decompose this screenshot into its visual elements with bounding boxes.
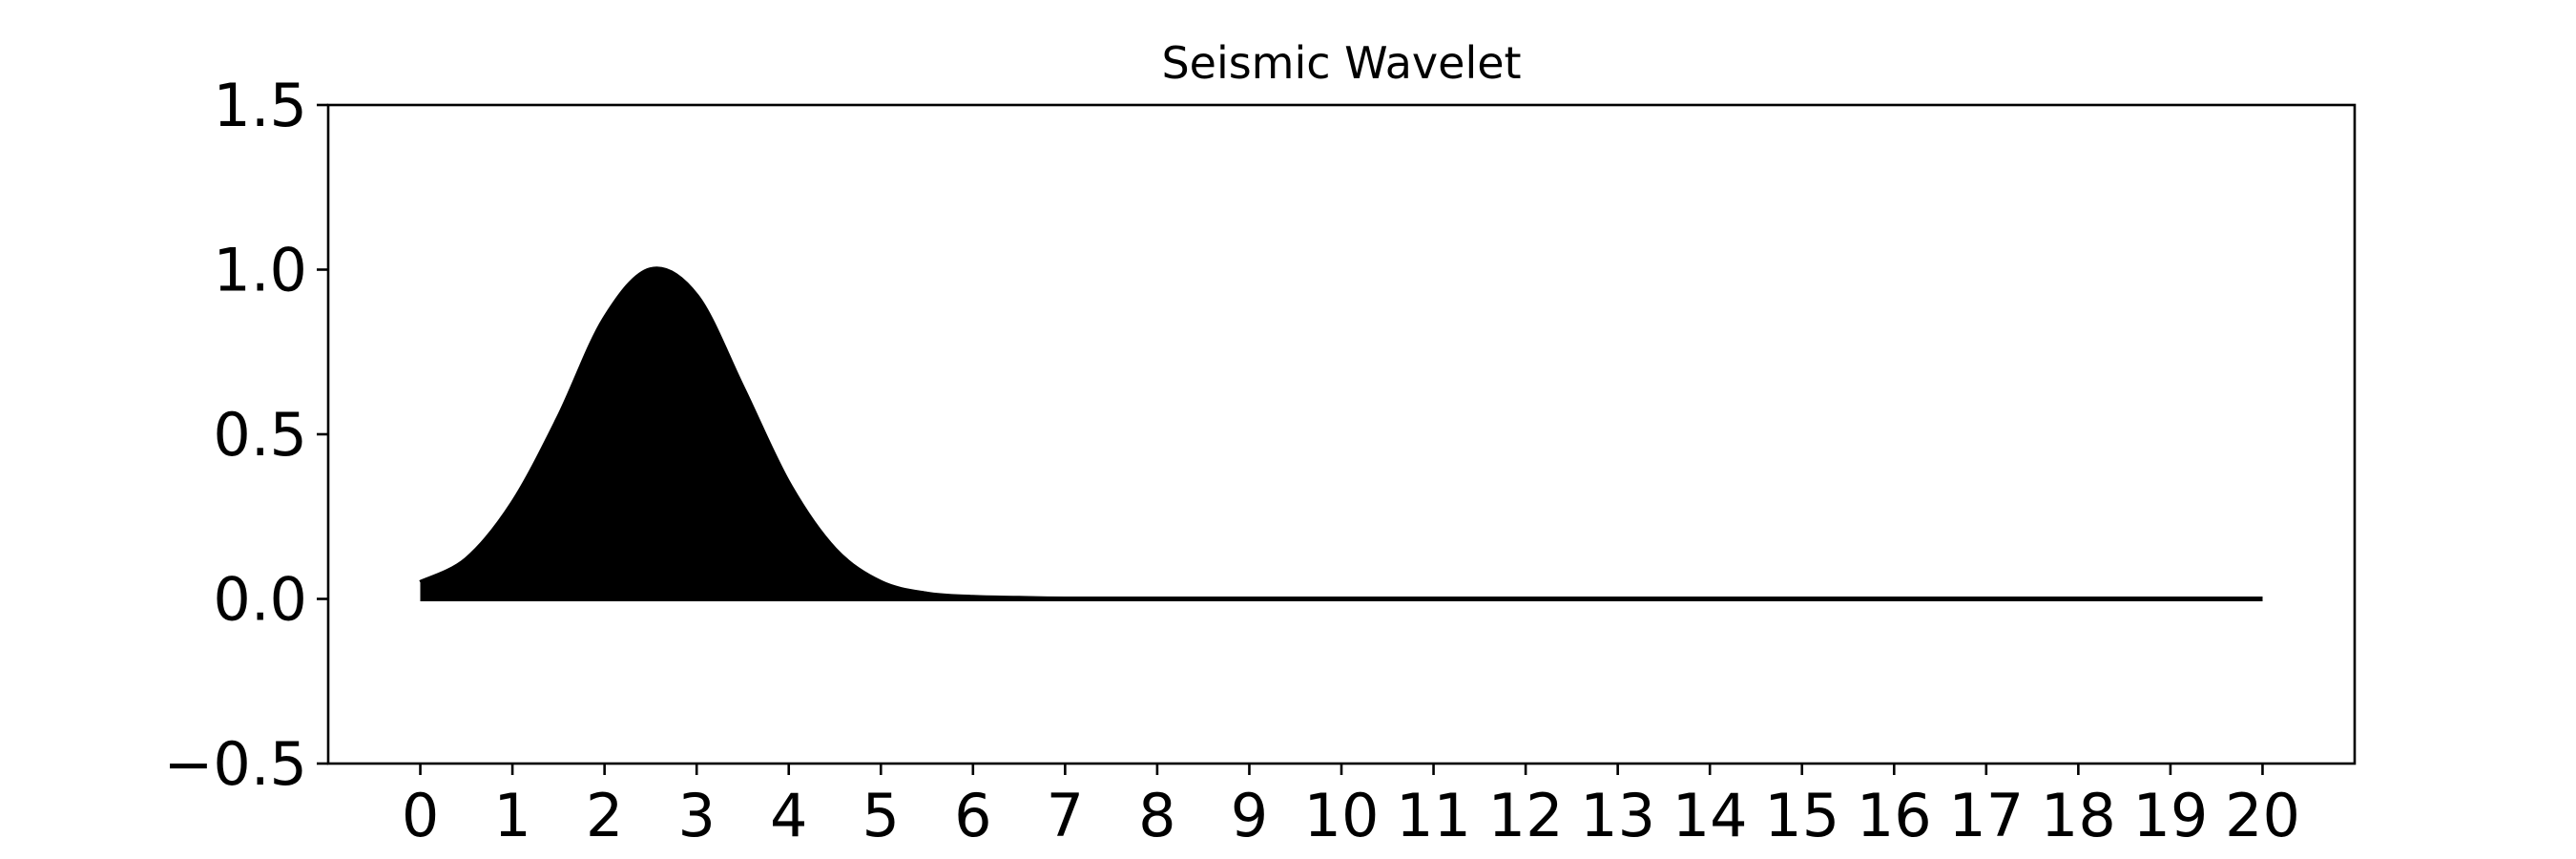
y-tick-label: 0.0 — [213, 565, 307, 635]
x-tick-label: 13 — [1580, 781, 1655, 850]
x-tick-label: 11 — [1396, 781, 1471, 850]
x-tick-label: 18 — [2041, 781, 2116, 850]
y-tick-label: 1.0 — [213, 236, 307, 305]
x-tick-label: 0 — [402, 781, 439, 850]
x-tick-label: 8 — [1138, 781, 1175, 850]
x-tick-label: 9 — [1231, 781, 1268, 850]
x-tick-label: 4 — [770, 781, 807, 850]
y-axis: −0.5 0.0 0.5 1.0 1.5 — [163, 71, 328, 799]
x-tick-label: 2 — [586, 781, 623, 850]
x-tick-label: 19 — [2132, 781, 2208, 850]
wavelet-fill-area — [420, 268, 2263, 599]
x-tick-label: 20 — [2225, 781, 2300, 850]
x-axis: 0 1 2 3 4 5 6 7 8 9 10 11 12 13 14 15 16 17 18 19 20 — [402, 764, 2300, 850]
x-tick-label: 15 — [1764, 781, 1839, 850]
y-tick-label: 0.5 — [213, 400, 307, 470]
x-tick-label: 16 — [1857, 781, 1932, 850]
x-tick-label: 17 — [1948, 781, 2024, 850]
wavelet-series-line — [419, 266, 2263, 602]
x-tick-label: 3 — [677, 781, 715, 850]
x-tick-label: 5 — [862, 781, 900, 850]
x-tick-label: 6 — [954, 781, 991, 850]
y-tick-label: 1.5 — [213, 71, 307, 140]
chart-title: Seismic Wavelet — [1161, 37, 1521, 89]
x-tick-label: 12 — [1488, 781, 1564, 850]
x-tick-label: 1 — [493, 781, 530, 850]
x-tick-label: 7 — [1047, 781, 1084, 850]
x-tick-label: 10 — [1304, 781, 1380, 850]
x-tick-label: 14 — [1672, 781, 1748, 850]
y-tick-label: −0.5 — [163, 729, 307, 799]
plot-area — [419, 266, 2263, 602]
